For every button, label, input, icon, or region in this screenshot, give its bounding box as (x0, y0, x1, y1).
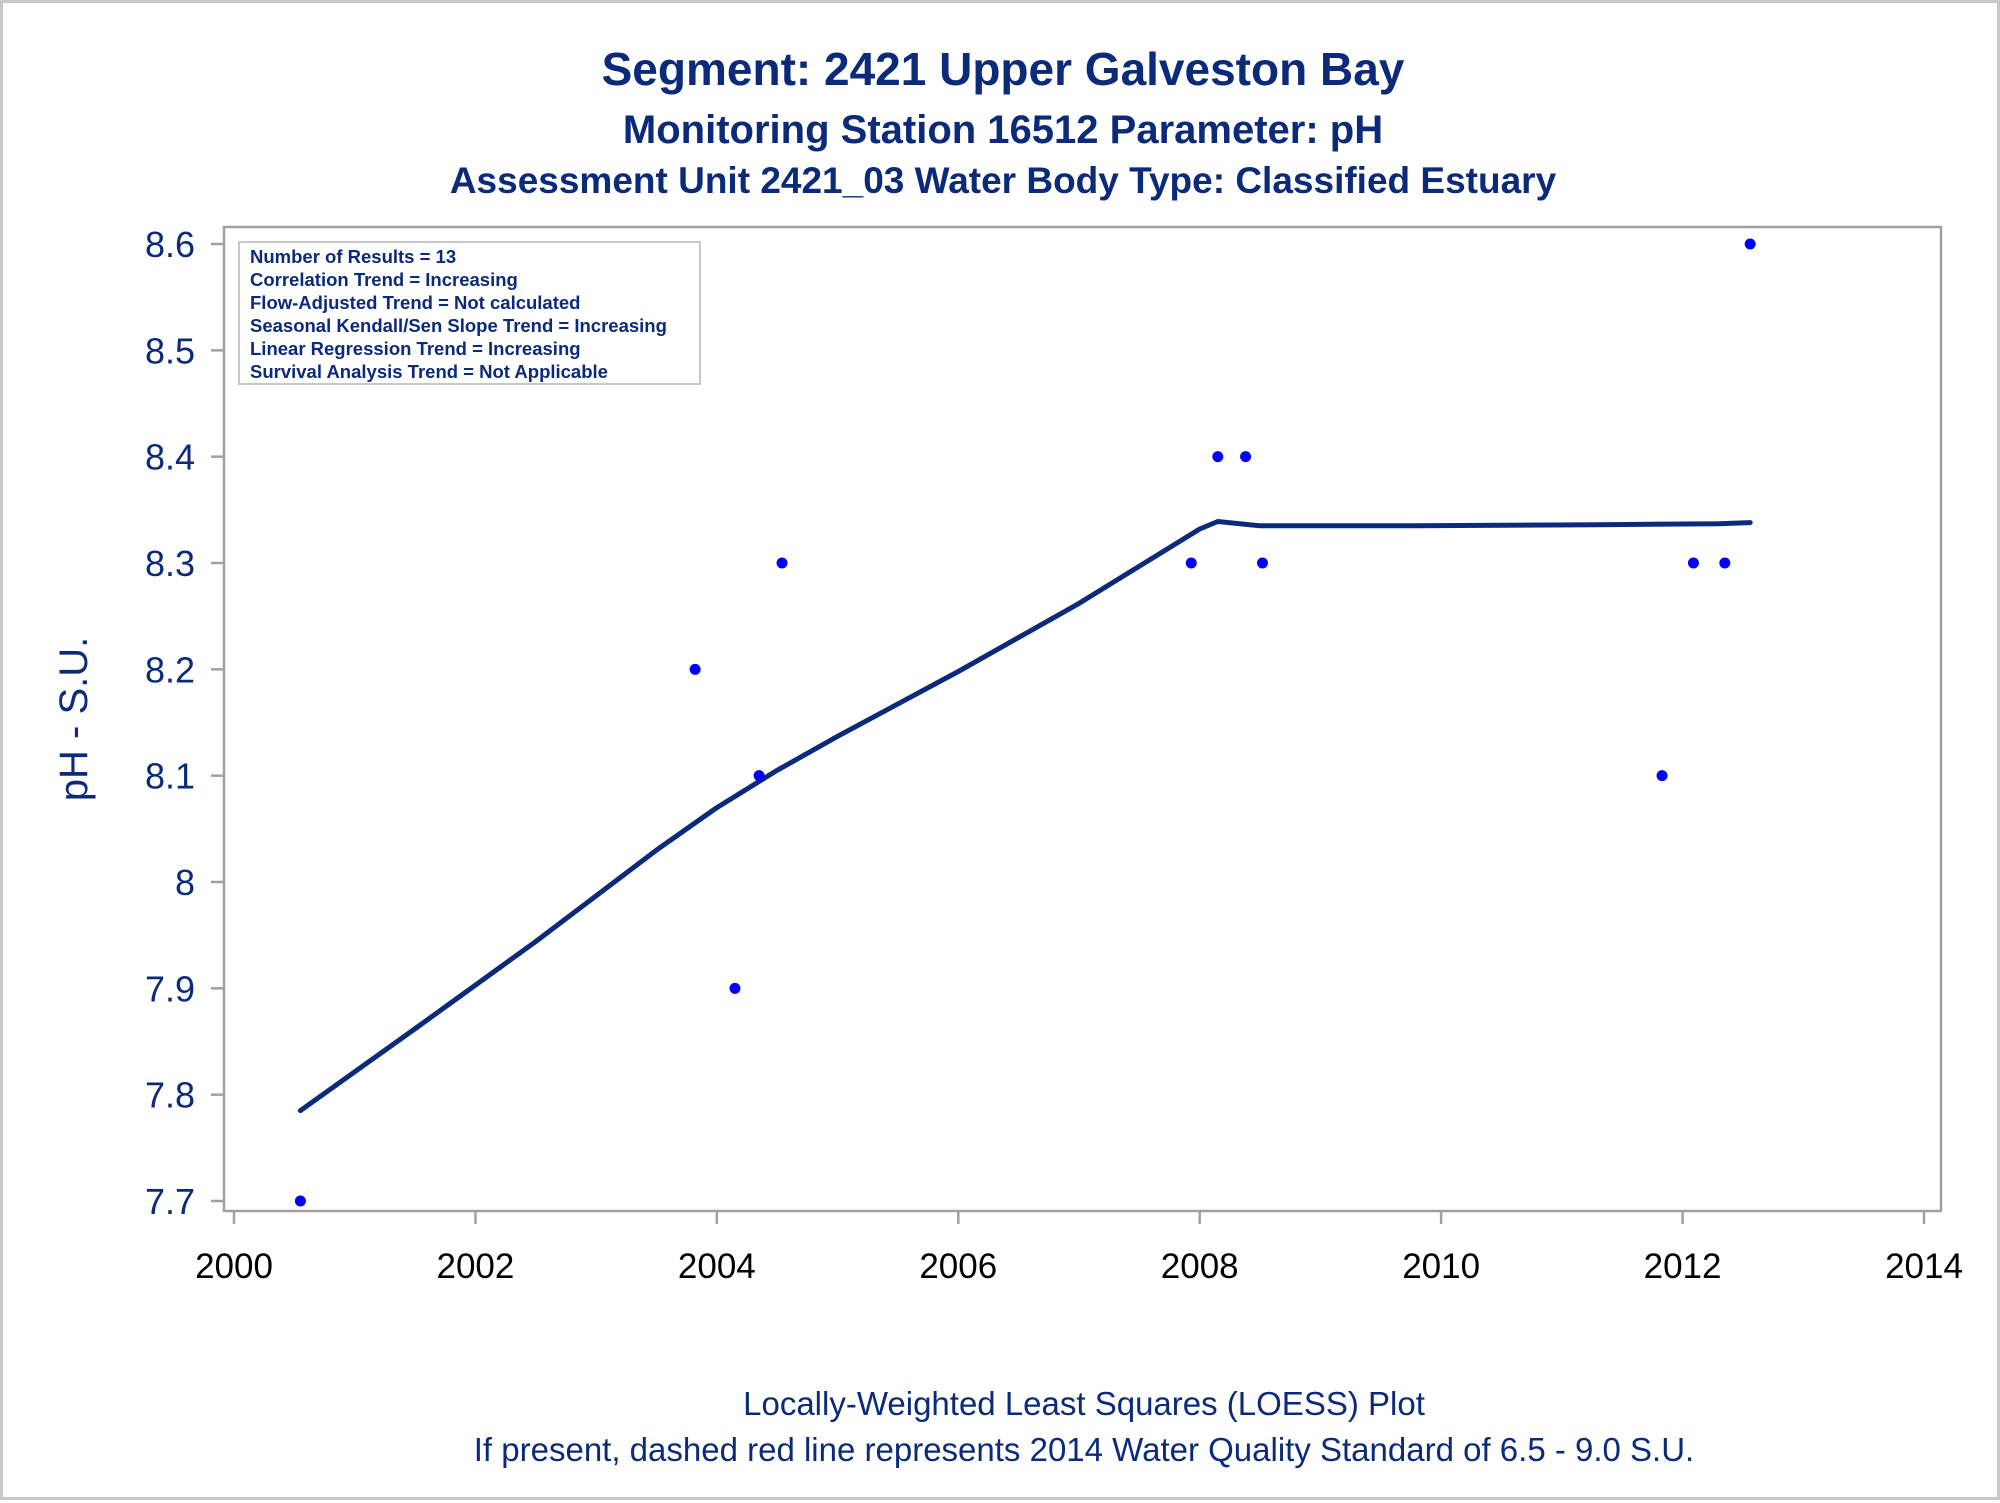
y-tick-label: 8.5 (145, 330, 195, 371)
x-tick-label: 2010 (1402, 1247, 1480, 1286)
stats-inset-box (238, 241, 701, 385)
data-point-7 (1212, 451, 1224, 463)
data-point-9 (1256, 557, 1268, 569)
inset-flow-adjusted-trend: Flow-Adjusted Trend = Not calculated (250, 292, 580, 313)
x-tick-label: 2004 (678, 1247, 756, 1286)
x-tick-label: 2000 (195, 1247, 273, 1286)
y-tick-label: 8.3 (145, 543, 195, 584)
y-tick-label: 8.4 (145, 437, 195, 478)
y-tick-label: 8.1 (145, 756, 195, 797)
y-axis-ticks: 7.7 7.8 7.9 8 8.1 8.2 8.3 8.4 8.5 8.6 (145, 224, 224, 1222)
data-point-11 (1687, 557, 1699, 569)
x-tick-label: 2014 (1885, 1247, 1963, 1286)
stats-inset: Number of Results = 13 Correlation Trend… (238, 241, 701, 385)
inset-number-of-results: Number of Results = 13 (250, 246, 456, 267)
chart-subtitle-station: Monitoring Station 16512 Parameter: pH (623, 108, 1383, 152)
data-point-4 (753, 770, 765, 782)
x-axis-ticks: 2000 2002 2004 2006 2008 2010 2012 2014 (195, 1211, 1963, 1286)
chart-subtitle-assessment: Assessment Unit 2421_03 Water Body Type:… (450, 160, 1557, 201)
footnote-standard: If present, dashed red line represents 2… (474, 1431, 1694, 1468)
loess-line (297, 519, 1753, 1114)
y-tick-label: 7.7 (145, 1181, 195, 1222)
plot-area-border (222, 225, 1943, 1213)
data-points (294, 238, 1756, 1207)
data-point-6 (1185, 557, 1197, 569)
loess-chart: Segment: 2421 Upper Galveston Bay Monito… (52, 43, 1963, 1468)
data-point-1 (294, 1195, 306, 1207)
y-tick-label: 8.6 (145, 224, 195, 265)
x-tick-label: 2008 (1161, 1247, 1239, 1286)
x-tick-label: 2006 (919, 1247, 997, 1286)
y-tick-label: 7.8 (145, 1075, 195, 1116)
y-axis-label: pH - S.U. (52, 637, 96, 801)
inset-survival-analysis-trend: Survival Analysis Trend = Not Applicable (250, 361, 608, 382)
y-tick-label: 8 (175, 862, 195, 903)
data-point-3 (729, 982, 741, 994)
y-tick-label: 8.2 (145, 649, 195, 690)
data-point-10 (1656, 770, 1668, 782)
x-tick-label: 2012 (1644, 1247, 1722, 1286)
data-point-2 (689, 663, 701, 675)
data-point-5 (776, 557, 788, 569)
inset-linear-regression-trend: Linear Regression Trend = Increasing (250, 338, 581, 359)
x-tick-label: 2002 (436, 1247, 514, 1286)
data-point-8 (1240, 451, 1252, 463)
inset-correlation-trend: Correlation Trend = Increasing (250, 269, 518, 290)
y-tick-label: 7.9 (145, 968, 195, 1009)
inset-seasonal-kendall-trend: Seasonal Kendall/Sen Slope Trend = Incre… (250, 315, 667, 336)
footnote-loess: Locally-Weighted Least Squares (LOESS) P… (743, 1385, 1425, 1422)
chart-title: Segment: 2421 Upper Galveston Bay (602, 43, 1405, 95)
data-point-13 (1744, 238, 1756, 250)
data-point-12 (1719, 557, 1731, 569)
